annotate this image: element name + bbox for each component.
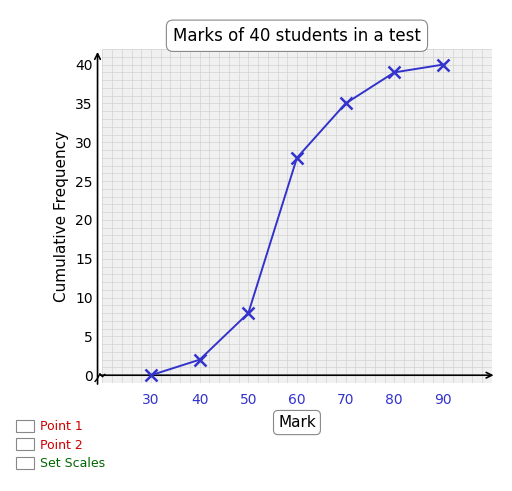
- X-axis label: Mark: Mark: [278, 415, 316, 430]
- Y-axis label: Cumulative Frequency: Cumulative Frequency: [54, 131, 70, 301]
- Title: Marks of 40 students in a test: Marks of 40 students in a test: [173, 27, 421, 45]
- Legend: Point 1, Point 2, Set Scales: Point 1, Point 2, Set Scales: [11, 415, 110, 475]
